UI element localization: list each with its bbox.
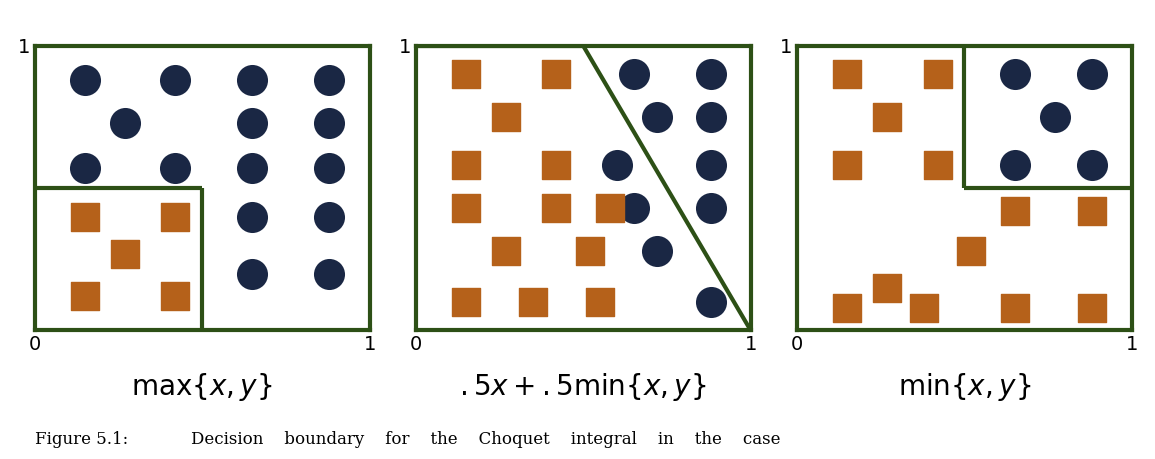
Point (624, 71, 642, 78)
Point (624, 204, 642, 212)
Point (243, 270, 261, 277)
Point (878, 113, 896, 121)
Point (1005, 207, 1024, 215)
Point (166, 165, 185, 172)
Point (929, 162, 947, 169)
Point (701, 204, 720, 212)
Point (1082, 71, 1101, 78)
Point (839, 71, 857, 78)
Point (320, 213, 338, 220)
Point (116, 250, 134, 257)
Point (547, 162, 566, 169)
Point (243, 76, 261, 84)
Point (839, 304, 857, 311)
Point (76, 76, 94, 84)
Point (648, 113, 666, 121)
Point (243, 165, 261, 172)
Point (243, 119, 261, 126)
Point (1005, 71, 1024, 78)
Point (497, 113, 515, 121)
X-axis label: $\min\{x,y\}$: $\min\{x,y\}$ (897, 371, 1031, 403)
Point (166, 293, 185, 300)
Text: Decision    boundary    for    the    Choquet    integral    in    the    case: Decision boundary for the Choquet integr… (191, 431, 780, 448)
Point (962, 247, 981, 254)
X-axis label: $\max\{x,y\}$: $\max\{x,y\}$ (132, 371, 273, 403)
Point (457, 162, 476, 169)
Point (590, 298, 610, 306)
Point (166, 76, 185, 84)
Point (1082, 162, 1101, 169)
Point (1082, 304, 1101, 311)
Point (915, 304, 933, 311)
Point (648, 247, 666, 254)
Point (701, 71, 720, 78)
Text: Figure 5.1:: Figure 5.1: (35, 431, 128, 448)
Point (547, 204, 566, 212)
Point (1005, 162, 1024, 169)
Point (457, 71, 476, 78)
Point (320, 165, 338, 172)
Point (243, 213, 261, 220)
Point (701, 162, 720, 169)
Point (457, 298, 476, 306)
Point (929, 71, 947, 78)
Point (1045, 113, 1064, 121)
Point (1082, 207, 1101, 215)
Point (608, 162, 626, 169)
Point (701, 113, 720, 121)
Point (547, 71, 566, 78)
Point (320, 270, 338, 277)
Point (76, 165, 94, 172)
Point (581, 247, 599, 254)
X-axis label: $.5x + .5\min\{x,y\}$: $.5x + .5\min\{x,y\}$ (460, 371, 707, 403)
Point (839, 162, 857, 169)
Point (1005, 304, 1024, 311)
Point (497, 247, 515, 254)
Point (320, 119, 338, 126)
Point (701, 298, 720, 306)
Point (116, 119, 134, 126)
Point (166, 213, 185, 220)
Point (878, 284, 896, 291)
Point (601, 204, 619, 212)
Point (76, 293, 94, 300)
Point (457, 204, 476, 212)
Point (523, 298, 542, 306)
Point (76, 213, 94, 220)
Point (320, 76, 338, 84)
